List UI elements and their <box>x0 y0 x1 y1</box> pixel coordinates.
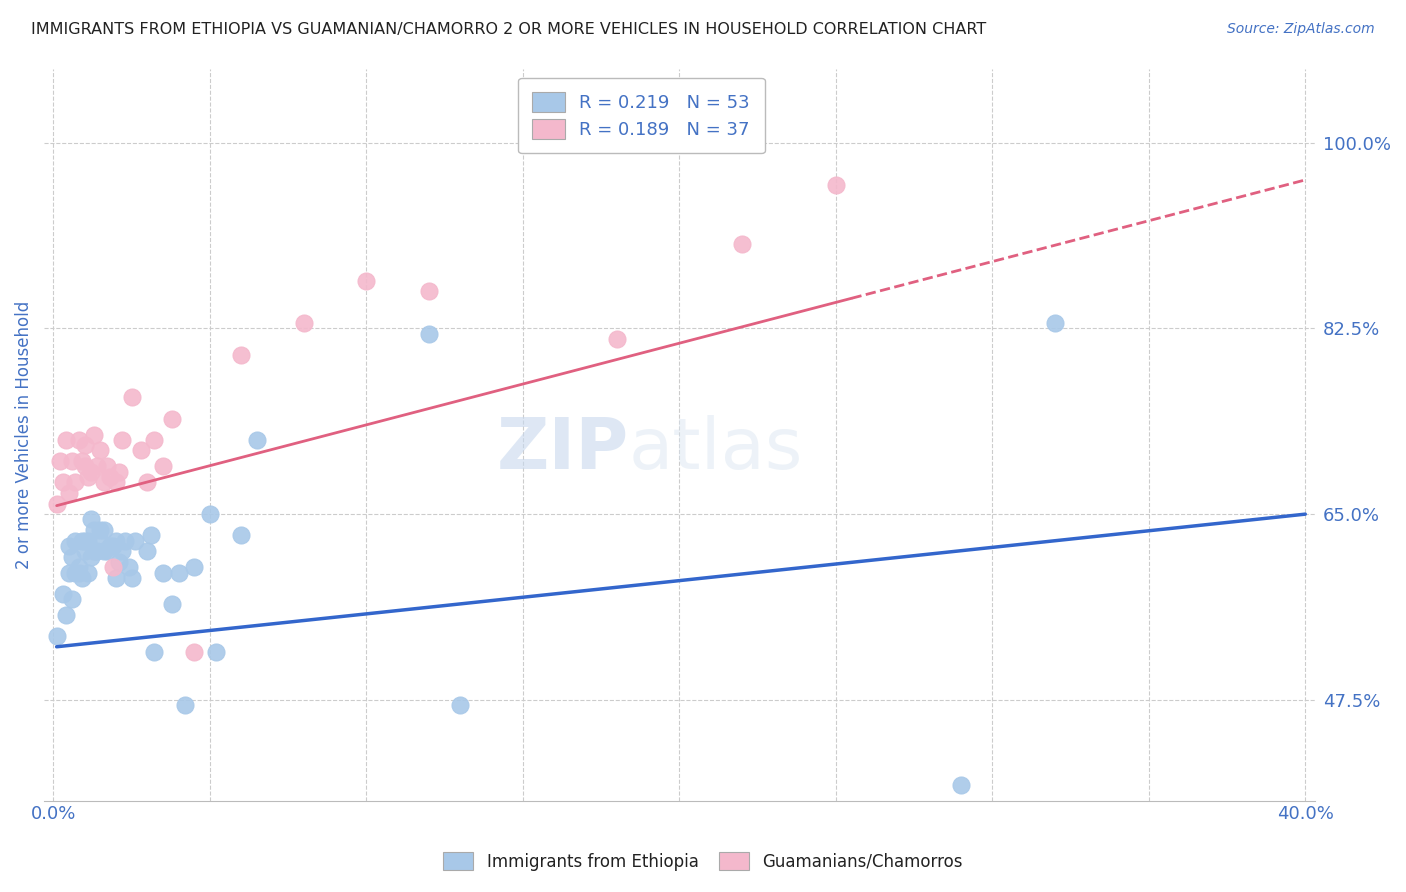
Legend: Immigrants from Ethiopia, Guamanians/Chamorros: Immigrants from Ethiopia, Guamanians/Cha… <box>434 844 972 880</box>
Point <box>65 533 87 548</box>
Point <box>606 332 628 346</box>
Point <box>136 544 159 558</box>
Point <box>60 592 83 607</box>
Point <box>83 427 105 442</box>
Point <box>73 533 96 548</box>
Point <box>1043 316 1066 330</box>
Point <box>89 533 111 548</box>
Point <box>167 566 190 580</box>
Point <box>231 528 253 542</box>
Point <box>49 454 72 468</box>
Point <box>183 560 205 574</box>
Point <box>80 549 103 564</box>
Point <box>77 566 100 580</box>
Point <box>93 544 115 558</box>
Point <box>183 645 205 659</box>
Point <box>418 326 440 341</box>
Point <box>121 391 143 405</box>
Point <box>121 571 143 585</box>
Point <box>67 433 90 447</box>
Point <box>152 459 174 474</box>
Point <box>101 539 124 553</box>
Point <box>80 465 103 479</box>
Point <box>114 533 136 548</box>
Point <box>55 607 77 622</box>
Point <box>70 533 93 548</box>
Point <box>83 544 105 558</box>
Point <box>77 470 100 484</box>
Point <box>731 236 754 251</box>
Point <box>198 507 221 521</box>
Point <box>73 438 96 452</box>
Point <box>77 533 100 548</box>
Point <box>80 512 103 526</box>
Point <box>96 544 118 558</box>
Point <box>45 497 67 511</box>
Point <box>418 285 440 299</box>
Point <box>60 549 83 564</box>
Point <box>205 645 228 659</box>
Point <box>105 533 128 548</box>
Point <box>55 433 77 447</box>
Point <box>139 528 162 542</box>
Point <box>111 544 134 558</box>
Point <box>98 470 121 484</box>
Point <box>449 698 471 713</box>
Point <box>136 475 159 490</box>
Point <box>67 566 90 580</box>
Point <box>142 645 165 659</box>
Text: IMMIGRANTS FROM ETHIOPIA VS GUAMANIAN/CHAMORRO 2 OR MORE VEHICLES IN HOUSEHOLD C: IMMIGRANTS FROM ETHIOPIA VS GUAMANIAN/CH… <box>31 22 986 37</box>
Point <box>152 566 174 580</box>
Point <box>67 560 90 574</box>
Point <box>105 571 128 585</box>
Point <box>73 544 96 558</box>
Point <box>52 475 75 490</box>
Point <box>162 411 184 425</box>
Legend: R = 0.219   N = 53, R = 0.189   N = 37: R = 0.219 N = 53, R = 0.189 N = 37 <box>517 78 765 153</box>
Point <box>174 698 197 713</box>
Text: atlas: atlas <box>628 415 803 483</box>
Point <box>60 454 83 468</box>
Point <box>58 566 80 580</box>
Point <box>142 433 165 447</box>
Point <box>70 571 93 585</box>
Point <box>83 523 105 537</box>
Point <box>58 539 80 553</box>
Point <box>124 533 146 548</box>
Y-axis label: 2 or more Vehicles in Household: 2 or more Vehicles in Household <box>15 301 32 569</box>
Point <box>108 555 131 569</box>
Point <box>86 459 108 474</box>
Point <box>58 486 80 500</box>
Text: Source: ZipAtlas.com: Source: ZipAtlas.com <box>1227 22 1375 37</box>
Point <box>117 560 139 574</box>
Point <box>111 433 134 447</box>
Point <box>89 443 111 458</box>
Point <box>52 587 75 601</box>
Point <box>73 459 96 474</box>
Point <box>824 178 846 193</box>
Point <box>65 566 87 580</box>
Point <box>86 544 108 558</box>
Point <box>162 598 184 612</box>
Point <box>98 539 121 553</box>
Point <box>105 475 128 490</box>
Point <box>231 348 253 362</box>
Point <box>129 443 152 458</box>
Point <box>70 454 93 468</box>
Point <box>93 523 115 537</box>
Point <box>292 316 315 330</box>
Point <box>101 560 124 574</box>
Text: ZIP: ZIP <box>496 415 628 483</box>
Point <box>246 433 269 447</box>
Point <box>96 459 118 474</box>
Point <box>93 475 115 490</box>
Point <box>89 523 111 537</box>
Point <box>65 475 87 490</box>
Point <box>356 274 378 288</box>
Point <box>950 778 973 792</box>
Point <box>108 465 131 479</box>
Point <box>45 629 67 643</box>
